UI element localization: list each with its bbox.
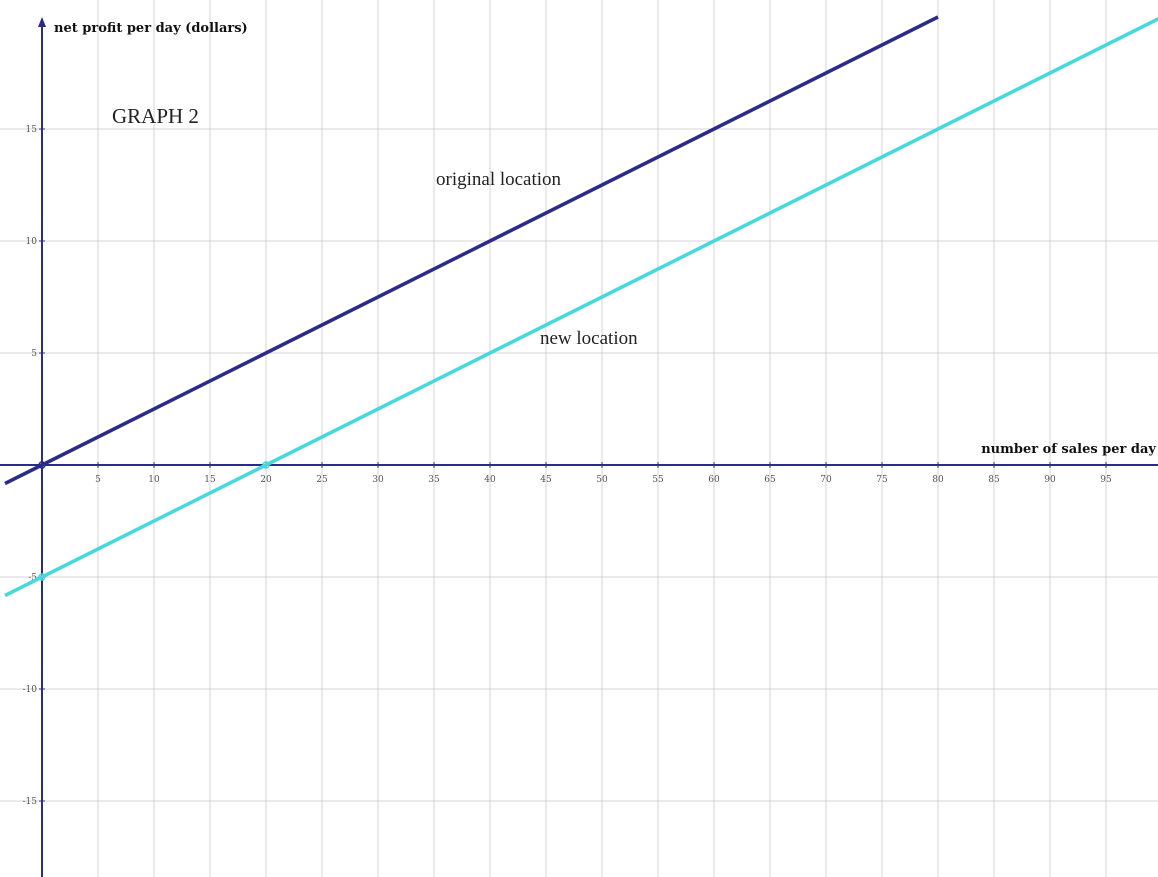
- x-tick-label-80: 80: [932, 475, 944, 485]
- labels: net profit per day (dollars) number of s…: [54, 21, 1156, 457]
- y-tick-label-10: 10: [26, 237, 38, 247]
- y-tick-label-5: 5: [31, 349, 37, 359]
- series-line-original-location: [5, 17, 938, 484]
- x-tick-label-5: 5: [95, 475, 101, 485]
- y-axis-title: net profit per day (dollars): [54, 21, 248, 36]
- x-tick-label-50: 50: [596, 475, 608, 485]
- x-tick-label-30: 30: [372, 475, 384, 485]
- x-tick-label-15: 15: [204, 475, 216, 485]
- x-tick-label-65: 65: [764, 475, 776, 485]
- x-tick-label-25: 25: [316, 475, 328, 485]
- x-tick-label-20: 20: [260, 475, 272, 485]
- x-tick-label-45: 45: [540, 475, 552, 485]
- x-axis-title: number of sales per day: [981, 442, 1156, 457]
- x-tick-label-95: 95: [1100, 475, 1112, 485]
- y-axis-arrow-icon: [38, 17, 46, 27]
- y-tick-label-15: 15: [26, 125, 38, 135]
- x-tick-label-55: 55: [652, 475, 664, 485]
- x-tick-label-75: 75: [876, 475, 888, 485]
- series-label-original-location: original location: [436, 169, 562, 190]
- x-tick-label-60: 60: [708, 475, 720, 485]
- series-label-new-location: new location: [540, 328, 638, 349]
- x-tick-label-35: 35: [428, 475, 440, 485]
- x-tick-label-70: 70: [820, 475, 832, 485]
- y-tick-label--15: -15: [23, 797, 38, 807]
- chart-title: GRAPH 2: [112, 104, 199, 128]
- x-tick-label-40: 40: [484, 475, 496, 485]
- x-tick-label-85: 85: [988, 475, 1000, 485]
- x-tick-label-90: 90: [1044, 475, 1056, 485]
- x-tick-label-10: 10: [148, 475, 160, 485]
- y-tick-label--10: -10: [23, 685, 38, 695]
